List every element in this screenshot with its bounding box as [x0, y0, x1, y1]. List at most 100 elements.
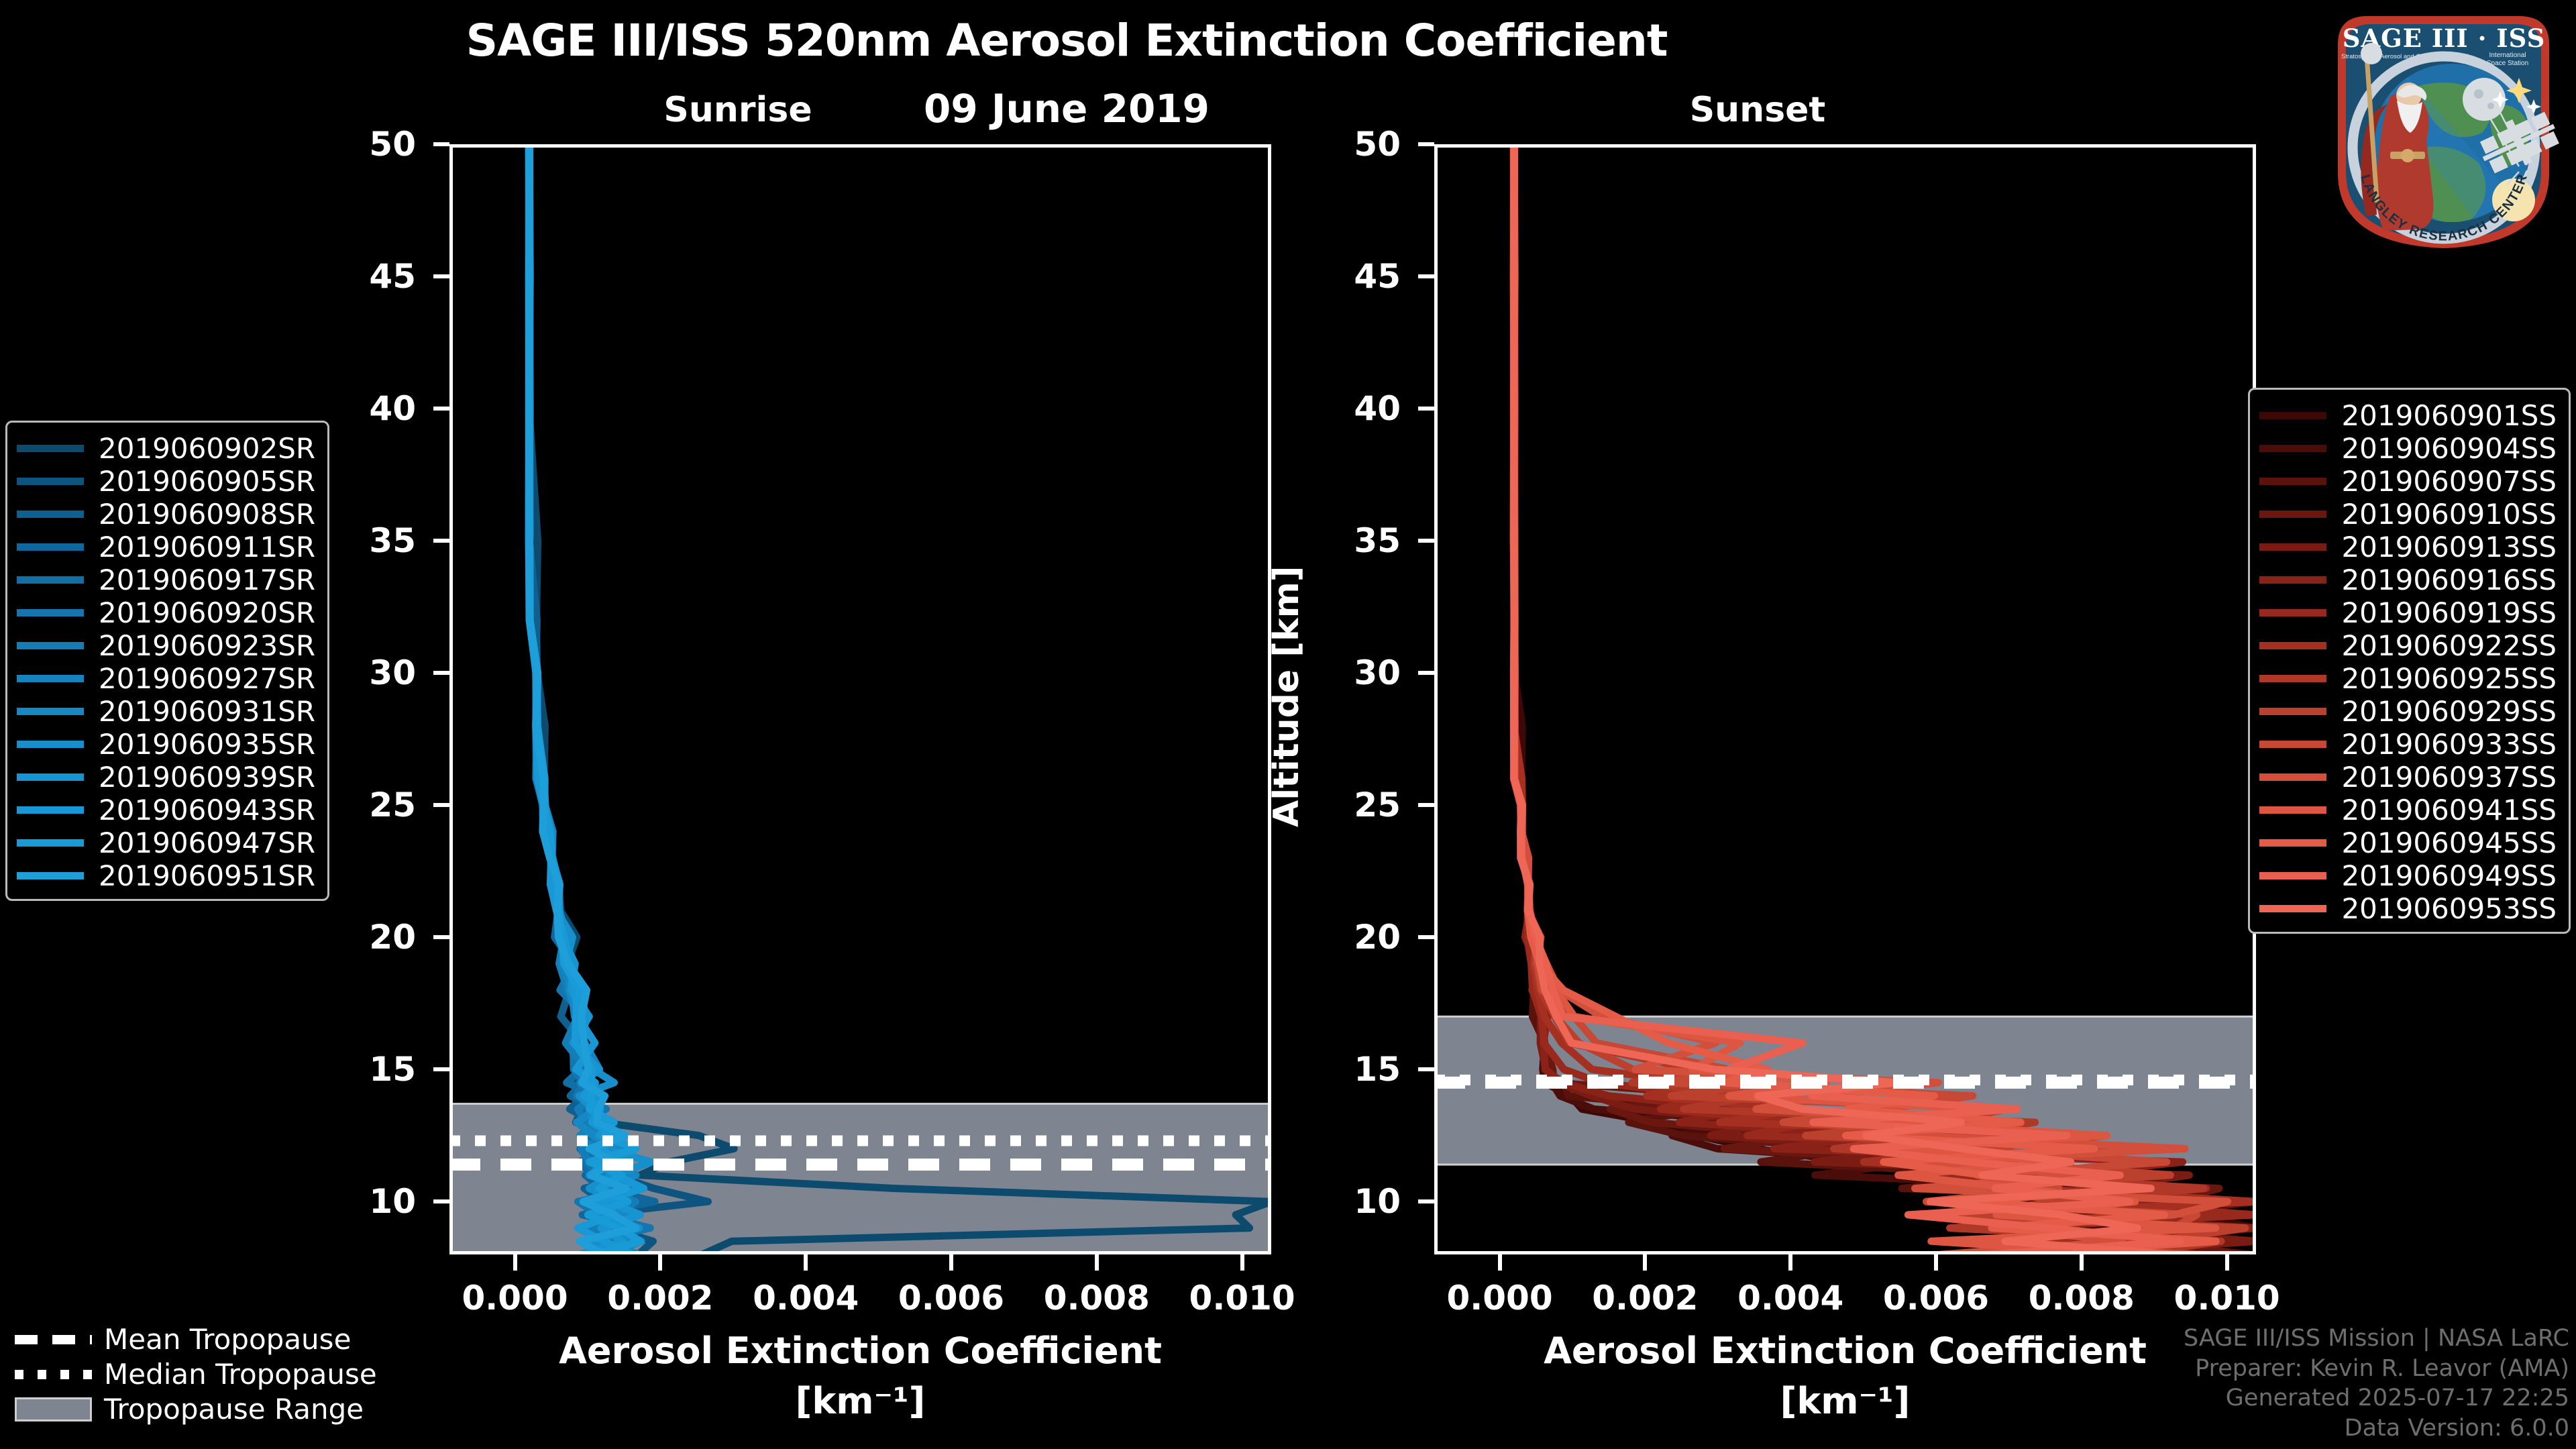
legend-color-swatch	[17, 675, 84, 682]
legend-item[interactable]: 2019060902SR	[17, 432, 315, 465]
y-axis-label: Altitude [km]	[1267, 565, 1307, 827]
credits-data-version: Data Version: 6.0.0	[2344, 1415, 2569, 1442]
x-tick-mark	[1240, 1254, 1244, 1271]
x-tick-label: 0.006	[1882, 1279, 1990, 1318]
x-tick-label: 0.008	[2028, 1279, 2135, 1318]
x-tick-label: 0.004	[753, 1279, 859, 1318]
legend-color-swatch	[17, 511, 84, 518]
legend-item[interactable]: 2019060925SS	[2259, 662, 2557, 695]
tropopause-range-label: Tropopause Range	[104, 1393, 364, 1426]
legend-item[interactable]: 2019060913SS	[2259, 531, 2557, 564]
y-tick-label: 15	[1354, 1050, 1401, 1089]
profile-line	[1509, 144, 2174, 1254]
x-tick-label: 0.002	[607, 1279, 714, 1318]
y-tick-label: 10	[1354, 1182, 1401, 1222]
legend-item[interactable]: 2019060917SR	[17, 564, 315, 596]
legend-color-swatch	[17, 576, 84, 584]
y-tick-label: 40	[1354, 389, 1401, 429]
legend-event-label: 2019060904SS	[2341, 432, 2557, 465]
svg-text:International: International	[2489, 52, 2526, 59]
credits-mission: SAGE III/ISS Mission | NASA LaRC	[2184, 1324, 2569, 1352]
legend-sunrise-events[interactable]: 2019060902SR 2019060905SR 2019060908SR 2019…	[5, 421, 330, 901]
legend-event-label: 2019060905SR	[99, 465, 316, 498]
y-tick-label: 30	[1354, 653, 1401, 693]
legend-color-swatch	[2259, 675, 2327, 682]
y-tick-label: 45	[1354, 257, 1401, 297]
legend-event-label: 2019060945SS	[2341, 826, 2557, 859]
y-tick-label: 15	[369, 1050, 416, 1089]
legend-event-label: 2019060929SS	[2341, 695, 2557, 728]
legend-item[interactable]: 2019060945SS	[2259, 826, 2557, 859]
legend-item[interactable]: 2019060923SR	[17, 629, 315, 662]
legend-item[interactable]: 2019060949SS	[2259, 859, 2557, 892]
legend-item[interactable]: 2019060931SR	[17, 695, 315, 728]
legend-item[interactable]: 2019060916SS	[2259, 564, 2557, 596]
legend-item[interactable]: 2019060953SS	[2259, 892, 2557, 925]
legend-item[interactable]: 2019060947SR	[17, 826, 315, 859]
y-tick-label: 20	[369, 918, 416, 957]
credits-preparer: Preparer: Kevin R. Leavor (AMA)	[2195, 1354, 2569, 1382]
legend-event-label: 2019060908SR	[99, 498, 316, 531]
legend-event-label: 2019060947SR	[99, 826, 316, 859]
y-tick-label: 25	[1354, 786, 1401, 825]
legend-event-label: 2019060917SR	[99, 564, 316, 596]
y-tick-label: 50	[369, 125, 416, 164]
legend-item[interactable]: 2019060941SS	[2259, 794, 2557, 826]
legend-item[interactable]: 2019060907SS	[2259, 465, 2557, 498]
legend-item[interactable]: 2019060935SR	[17, 728, 315, 761]
legend-item[interactable]: 2019060922SS	[2259, 629, 2557, 662]
legend-color-swatch	[17, 642, 84, 649]
legend-item[interactable]: 2019060943SR	[17, 794, 315, 826]
legend-item[interactable]: 2019060904SS	[2259, 432, 2557, 465]
y-tick-label: 30	[369, 653, 416, 693]
x-tick-label: 0.004	[1737, 1279, 1844, 1318]
x-axis-label: Aerosol Extinction Coefficient [km⁻¹]	[1434, 1330, 2256, 1422]
median-tropopause-line-icon	[15, 1369, 92, 1379]
legend-event-label: 2019060907SS	[2341, 465, 2557, 498]
x-tick-mark	[2079, 1254, 2084, 1271]
legend-item[interactable]: 2019060911SR	[17, 531, 315, 564]
legend-color-swatch	[17, 773, 84, 781]
legend-item[interactable]: 2019060929SS	[2259, 695, 2557, 728]
legend-item-mean-tropopause: Mean Tropopause	[15, 1323, 377, 1356]
legend-color-swatch	[2259, 543, 2327, 551]
legend-item[interactable]: 2019060937SS	[2259, 761, 2557, 794]
legend-sunset-events[interactable]: 2019060901SS 2019060904SS 2019060907SS 2019…	[2248, 388, 2571, 934]
mean-tropopause-line-icon	[15, 1334, 92, 1344]
legend-color-swatch	[2259, 511, 2327, 518]
x-axis-label: Aerosol Extinction Coefficient [km⁻¹]	[449, 1330, 1271, 1422]
x-tick-label: 0.000	[462, 1279, 568, 1318]
y-tick-mark	[1418, 803, 1434, 808]
legend-color-swatch	[2259, 905, 2327, 912]
legend-item[interactable]: 2019060933SS	[2259, 728, 2557, 761]
x-tick-mark	[658, 1254, 663, 1271]
y-tick-mark	[433, 803, 449, 808]
legend-event-label: 2019060911SR	[99, 531, 316, 564]
mean-tropopause-label: Mean Tropopause	[104, 1323, 352, 1356]
legend-color-swatch	[17, 839, 84, 847]
legend-event-label: 2019060943SR	[99, 794, 316, 826]
y-tick-mark	[1418, 142, 1434, 146]
legend-color-swatch	[2259, 412, 2327, 419]
legend-item[interactable]: 2019060908SR	[17, 498, 315, 531]
legend-item[interactable]: 2019060910SS	[2259, 498, 2557, 531]
x-tick-mark	[2224, 1254, 2229, 1271]
legend-item[interactable]: 2019060951SR	[17, 859, 315, 892]
legend-item[interactable]: 2019060939SR	[17, 761, 315, 794]
legend-item[interactable]: 2019060905SR	[17, 465, 315, 498]
svg-text:Space Station: Space Station	[2487, 60, 2528, 67]
legend-item[interactable]: 2019060927SR	[17, 662, 315, 695]
y-tick-mark	[433, 274, 449, 279]
legend-event-label: 2019060931SR	[99, 695, 316, 728]
legend-item[interactable]: 2019060901SS	[2259, 399, 2557, 432]
legend-event-label: 2019060902SR	[99, 432, 316, 465]
x-tick-mark	[949, 1254, 953, 1271]
x-axis-label-line2: [km⁻¹]	[1780, 1380, 1911, 1422]
credits-generated: Generated 2025-07-17 22:25	[2225, 1385, 2569, 1412]
legend-item[interactable]: 2019060920SR	[17, 596, 315, 629]
legend-color-swatch	[2259, 478, 2327, 485]
legend-color-swatch	[2259, 806, 2327, 814]
legend-color-swatch	[2259, 773, 2327, 781]
legend-item[interactable]: 2019060919SS	[2259, 596, 2557, 629]
